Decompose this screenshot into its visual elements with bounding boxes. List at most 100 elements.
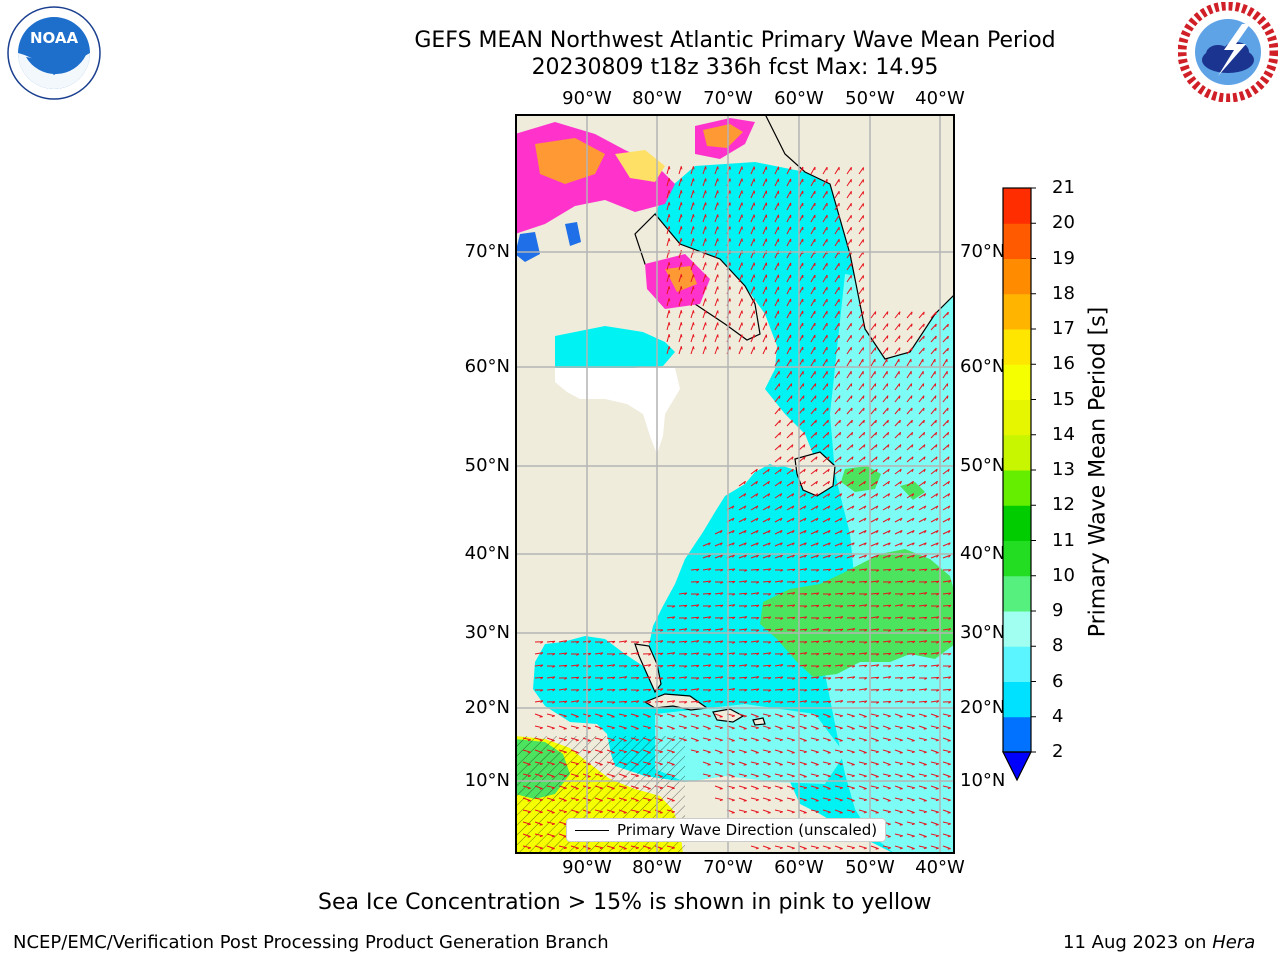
ice-blue-patch [515,232,540,262]
wave-arrow-head [539,788,543,790]
wave-arrow [690,616,700,619]
wave-arrow-head [719,739,723,742]
wave-arrow-head [779,444,782,448]
wave-arrow [870,640,880,643]
wave-arrow [714,652,724,655]
wave-arrow-head [575,739,579,742]
wave-arrow [750,178,755,187]
wave-arrow-head [924,640,928,643]
wave-arrow-head [888,530,891,534]
wave-arrow [786,274,792,283]
wave-arrow-head [888,640,892,644]
wave-arrow [558,664,568,667]
wave-arrow-head [875,727,879,730]
wave-arrow-head [863,517,867,521]
wave-arrow [810,797,819,802]
wave-arrow-head [887,751,891,754]
wave-arrow [906,725,915,729]
wave-arrow [546,688,556,691]
wave-arrow-head [827,727,831,730]
wave-arrow [918,785,927,789]
wave-arrow-head [720,604,724,608]
wave-arrow-head [851,751,855,754]
wave-arrow-head [692,298,695,302]
wave-arrow [606,785,615,790]
wave-arrow-head [611,788,615,790]
wave-arrow [774,383,781,391]
wave-arrow-head [863,847,867,850]
wave-arrow [678,322,682,331]
wave-arrow [666,178,670,187]
wave-arrow [546,640,556,643]
wave-arrow [798,517,807,523]
wave-arrow-head [755,727,759,730]
wave-arrow [822,530,831,535]
wave-arrow-head [948,628,952,631]
wave-arrow-head [695,740,699,742]
wave-arrow [786,178,792,187]
wave-arrow-head [720,542,723,546]
wave-arrow [822,713,831,718]
wave-arrow-head [947,787,951,790]
wave-arrow-head [695,727,699,730]
wave-arrow [630,749,639,753]
wave-arrow-head [720,640,724,644]
wave-arrow [630,797,639,802]
wave-arrow-head [756,688,760,692]
wave-arrow-head [815,800,819,802]
wave-arrow-head [680,274,683,278]
wave-arrow [882,530,891,535]
wave-arrow [678,604,688,607]
wave-arrow-head [948,592,952,596]
wave-arrow-head [719,752,723,754]
wave-arrow-head [717,214,719,218]
wave-arrow [846,628,855,631]
wave-arrow-head [695,715,699,718]
wave-arrow [702,166,707,175]
colorbar-segment [1003,505,1031,541]
wave-arrow-head [778,395,781,399]
wave-arrow-head [827,493,831,497]
wave-arrow [822,346,828,355]
wave-arrow [942,517,951,523]
wave-arrow-head [923,432,926,436]
wave-arrow [906,383,913,391]
wave-arrow-head [816,676,820,680]
wave-arrow-head [875,715,879,718]
wave-arrow [858,263,864,271]
wave-arrow [606,725,615,729]
wave-arrow [714,190,719,199]
wave-arrow-head [864,688,868,691]
wave-arrow [786,480,794,487]
wave-arrow [810,785,819,789]
wave-arrow-head [717,262,719,266]
wave-arrow-head [624,640,628,644]
wave-arrow [762,628,772,631]
wave-arrow [918,419,925,427]
wave-arrow-head [936,568,940,571]
wave-arrow-head [576,700,580,703]
wave-arrow [678,334,682,343]
wave-arrow-head [839,776,843,778]
wave-arrow [930,542,939,547]
wave-arrow-head [947,323,949,328]
wave-arrow [822,517,831,523]
wave-arrow-head [827,788,831,790]
wave-arrow-head [779,787,783,790]
wave-arrow-head [911,444,914,448]
wave-arrow [918,797,927,802]
wave-arrow-head [672,628,676,632]
wave-arrow [918,640,927,643]
wave-arrow [834,286,840,295]
wave-arrow-head [923,715,927,718]
wave-arrow [786,190,792,199]
wave-arrow [942,371,948,379]
wave-arrow-head [756,700,760,704]
wave-arrow-head [839,787,843,790]
wave-arrow [762,797,771,801]
wave-arrow-head [539,739,543,742]
wave-arrow-head [671,787,675,790]
wave-arrow [870,554,879,559]
wave-arrow-head [623,776,627,778]
wave-arrow-head [875,776,879,778]
